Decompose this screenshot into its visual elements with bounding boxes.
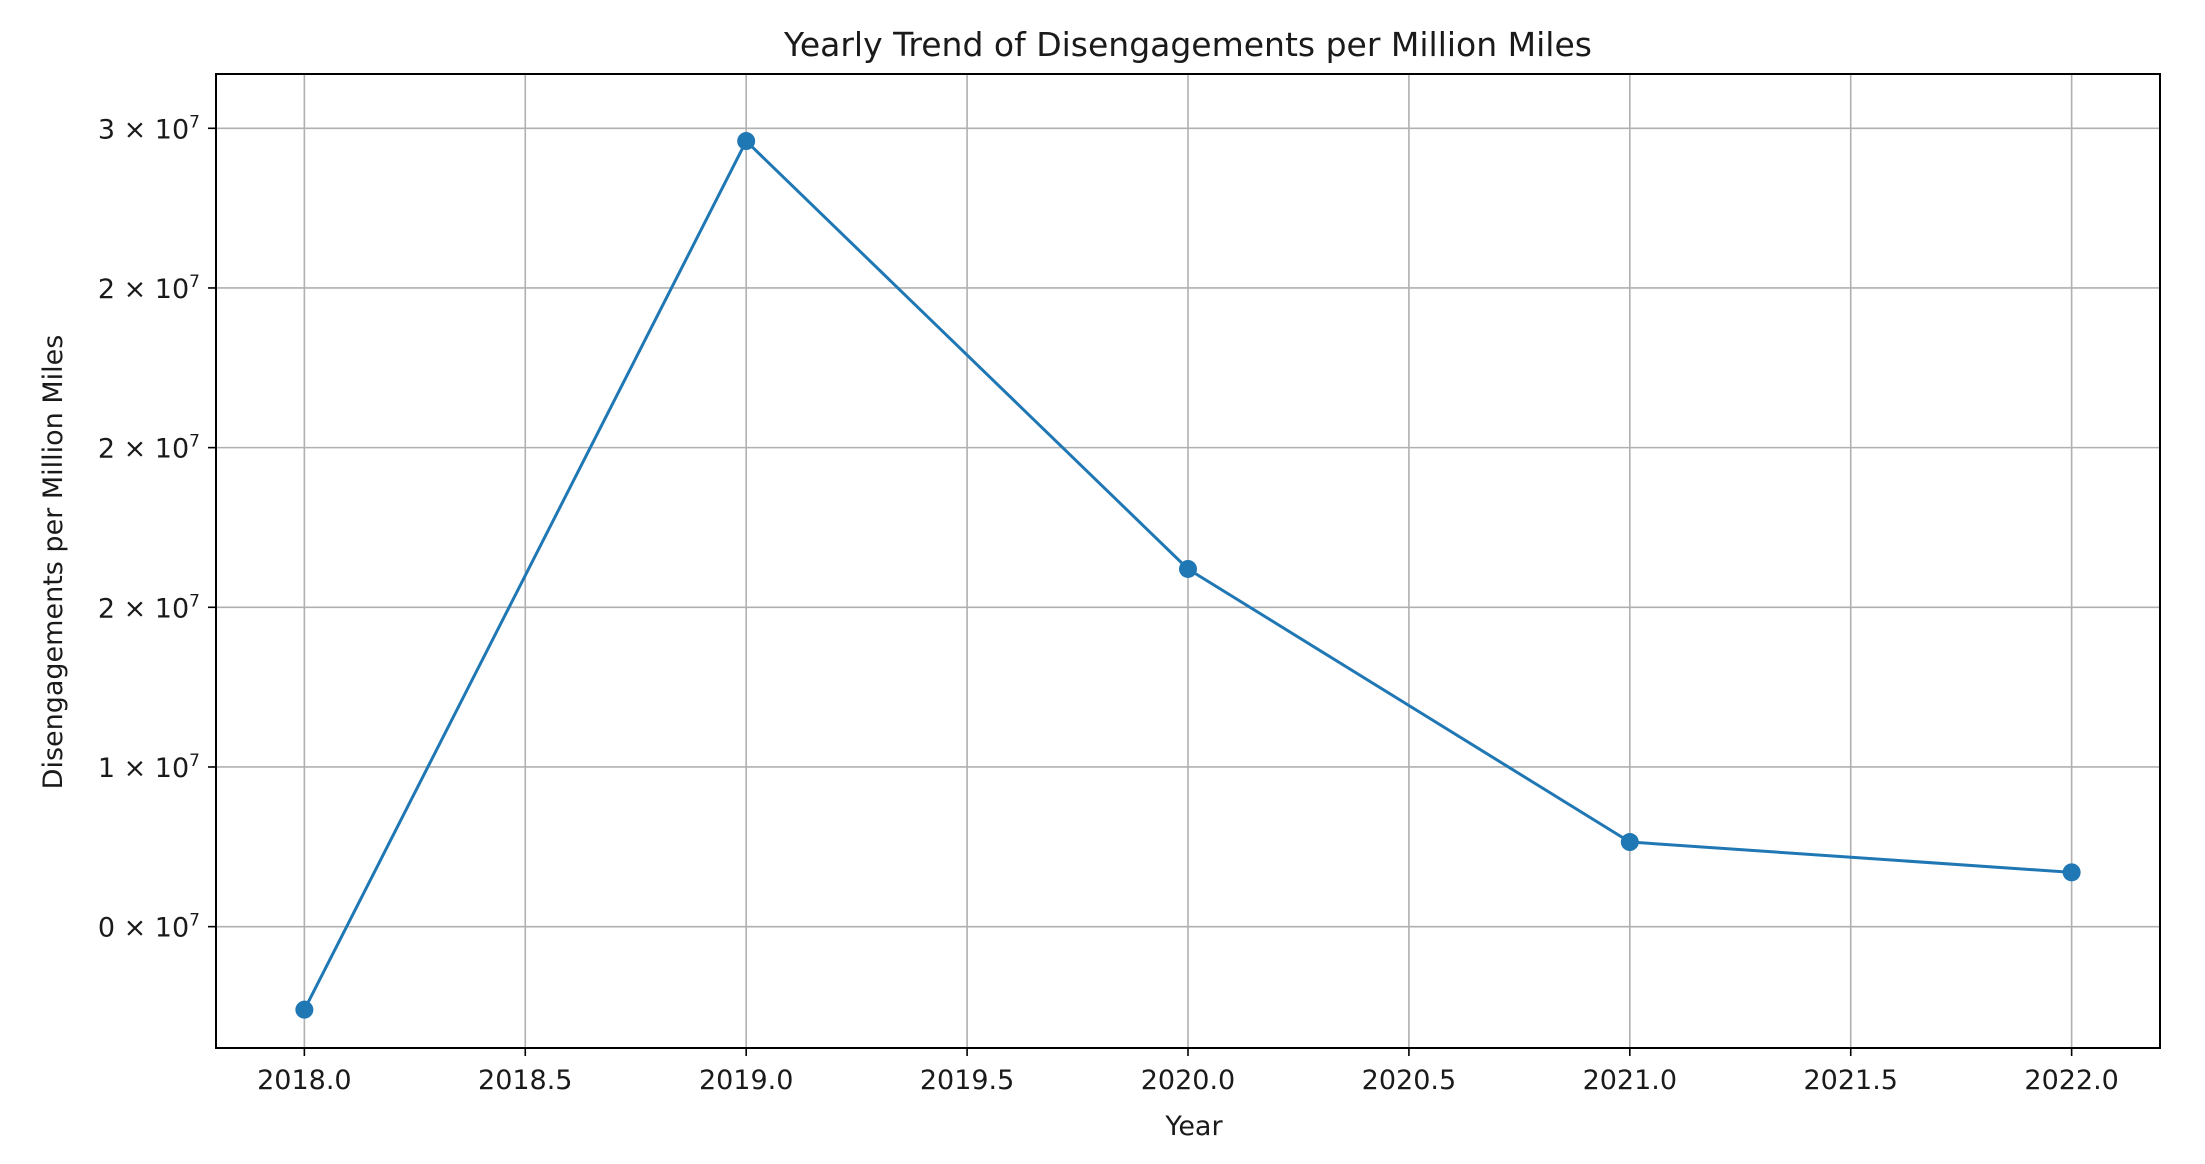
y-tick-label: 3 × 107: [98, 112, 200, 145]
x-axis-label: Year: [1164, 1111, 1223, 1142]
x-tick-label: 2018.5: [478, 1065, 572, 1096]
x-tick-label: 2020.5: [1362, 1065, 1456, 1096]
x-tick-label: 2022.0: [2024, 1065, 2118, 1096]
data-point-marker: [2062, 863, 2081, 882]
x-tick-label: 2020.0: [1141, 1065, 1235, 1096]
y-axis-label: Disengagements per Million Miles: [38, 335, 69, 790]
series-layer: [295, 132, 2081, 1019]
x-tick-label: 2019.5: [920, 1065, 1014, 1096]
data-point-marker: [737, 132, 756, 151]
grid-lines: [216, 74, 2160, 1048]
x-tick-label: 2021.0: [1583, 1065, 1677, 1096]
data-point-marker: [1620, 833, 1639, 852]
y-tick-label: 2 × 107: [98, 591, 200, 624]
x-tick-label: 2019.0: [699, 1065, 793, 1096]
y-tick-label: 1 × 107: [98, 751, 200, 784]
y-tick-label: 0 × 107: [98, 911, 200, 944]
y-tick-label: 2 × 107: [98, 272, 200, 305]
x-tick-label: 2018.0: [257, 1065, 351, 1096]
chart-title: Yearly Trend of Disengagements per Milli…: [783, 25, 1592, 64]
x-tick-label: 2021.5: [1803, 1065, 1897, 1096]
x-axis: 2018.0 2018.5 2019.0 2019.5 2020.0 2020.5 2021…: [257, 1048, 2119, 1096]
y-axis: 0 × 107 1 × 107 2 × 107 2 × 107 2 × 107 3 × 1…: [98, 112, 216, 944]
y-tick-label: 2 × 107: [98, 432, 200, 465]
data-point-marker: [1179, 559, 1197, 578]
data-point-marker: [295, 1000, 314, 1019]
